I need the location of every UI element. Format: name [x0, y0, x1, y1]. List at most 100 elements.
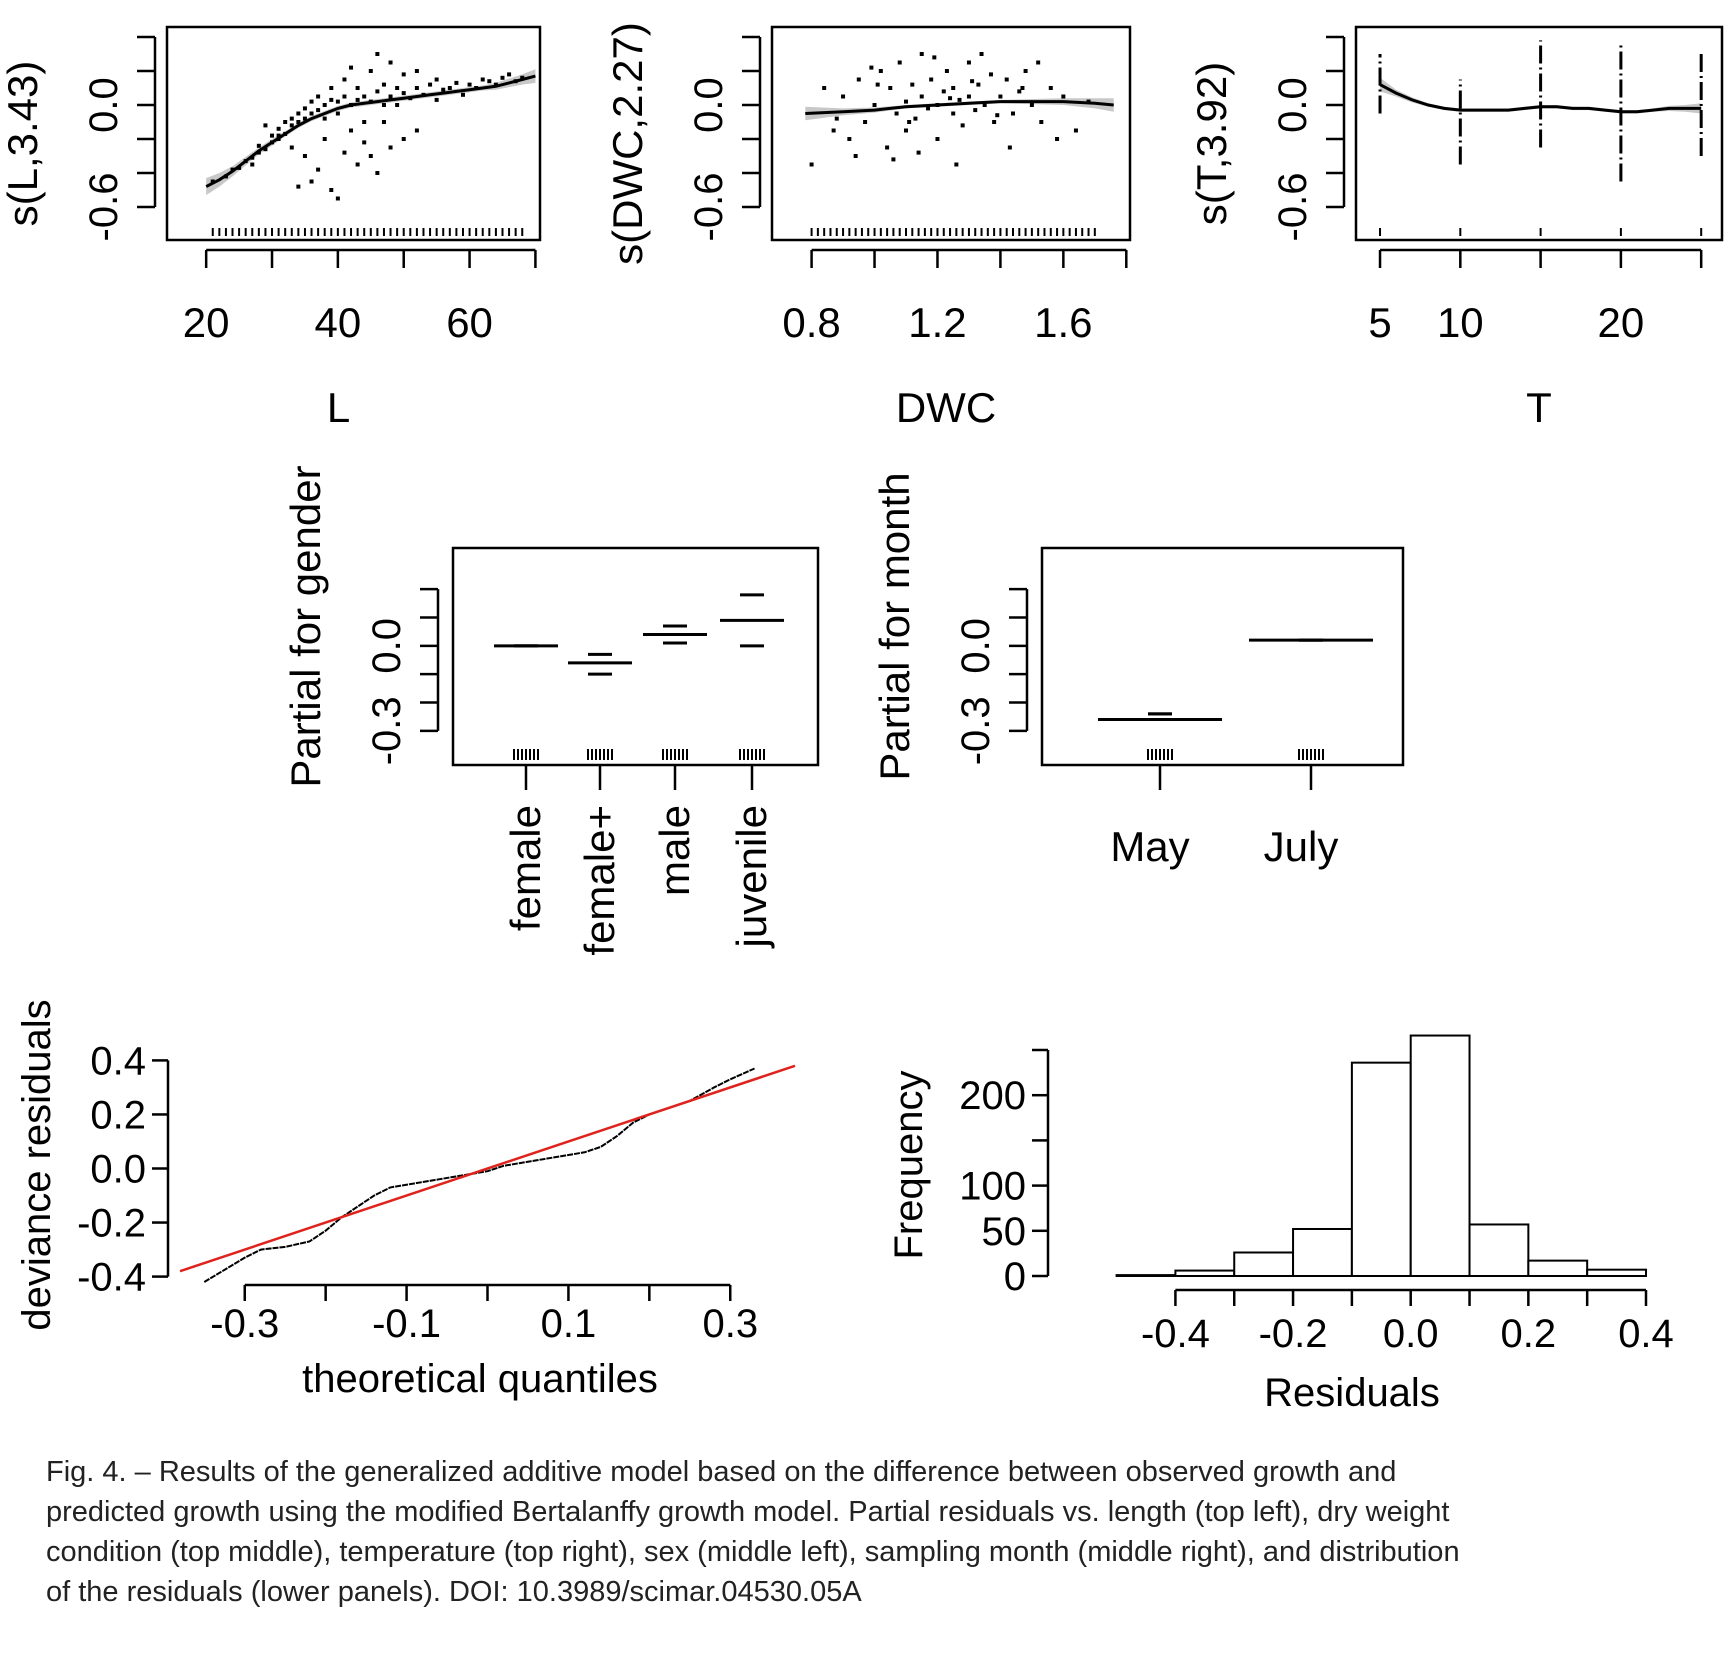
y-tick-label: 0.2: [90, 1093, 146, 1137]
residual-point: [401, 137, 406, 141]
x-axis-label: T: [1526, 384, 1552, 431]
residual-point: [487, 79, 492, 84]
x-tick-label: -0.4: [1141, 1312, 1210, 1356]
residual-point: [401, 91, 406, 96]
residual-point: [362, 94, 367, 99]
residual-point: [263, 123, 268, 128]
residual-point: [493, 82, 498, 87]
residual-point: [355, 97, 360, 102]
y-tick-label: 0: [1004, 1255, 1026, 1299]
residual-point: [869, 65, 874, 70]
residual-point: [957, 97, 962, 102]
residual-point: [847, 137, 852, 141]
residual-point: [349, 65, 354, 70]
y-tick-label: -0.4: [77, 1256, 146, 1300]
residual-point: [329, 188, 334, 192]
y-tick-label: 0.0: [1271, 77, 1315, 133]
residual-point: [316, 94, 321, 99]
residual-point: [913, 116, 918, 121]
y-tick-label: -0.6: [82, 173, 126, 242]
residual-point: [853, 154, 858, 158]
category-label: female+: [576, 805, 623, 956]
residual-point: [381, 103, 386, 107]
residual-point: [309, 111, 314, 116]
histogram-bar: [1350, 1061, 1412, 1277]
residual-point: [995, 113, 1000, 118]
y-axis-label: s(T,3.92): [1188, 62, 1235, 225]
residual-point: [322, 103, 327, 107]
residual-point: [355, 86, 360, 90]
residual-point: [342, 150, 347, 155]
panel-DWC: 0.8 1.2 1.6 DWC -0.6 0.0 s(DWC,2.27): [604, 22, 1132, 431]
x-tick-label: 0.3: [702, 1302, 758, 1346]
x-tick-label: 0.1: [541, 1302, 597, 1346]
y-tick-label: 0.0: [365, 618, 409, 674]
residual-point: [414, 128, 419, 133]
residual-point: [434, 97, 439, 102]
category-label: female: [502, 805, 549, 931]
panel-gender: female female+ male juvenile -0.3 0.0 Partial …: [282, 465, 820, 956]
residual-point: [296, 111, 301, 116]
figure: 20 40 60L-0.60.0s(L,3.43)0.8 1.2 1.6DWC-0.60…: [0, 22, 1724, 1415]
residual-point: [919, 94, 924, 99]
residual-point: [250, 162, 255, 167]
residual-point: [988, 72, 993, 77]
caption-line-4: of the residuals (lower panels). DOI: 10…: [46, 1576, 862, 1608]
x-tick-label: -0.2: [1259, 1312, 1328, 1356]
panel-month: May July -0.3 0.0 Partial for month: [871, 472, 1405, 870]
residual-point: [342, 77, 347, 82]
residual-point: [919, 52, 924, 56]
residual-point: [863, 120, 868, 124]
residual-point: [1036, 60, 1041, 65]
x-tick-label: 0.2: [1501, 1312, 1557, 1356]
residual-point: [256, 143, 261, 148]
y-tick-label: 0.0: [954, 618, 998, 674]
residual-point: [992, 120, 997, 124]
residual-point: [480, 77, 485, 82]
residual-point: [368, 69, 373, 73]
residual-point: [954, 162, 959, 167]
x-tick-label: 40: [315, 299, 362, 346]
plot-frame: [451, 546, 820, 767]
residual-point: [831, 128, 836, 133]
residual-point: [388, 60, 393, 65]
y-tick-label: -0.6: [1271, 173, 1315, 242]
residual-point: [916, 150, 921, 155]
residual-point: [210, 179, 215, 184]
plot-frame: [1040, 546, 1405, 767]
residual-point: [362, 120, 367, 124]
residual-point: [904, 128, 908, 133]
residual-point: [296, 120, 301, 124]
residual-point: [375, 52, 380, 56]
residual-point: [381, 82, 386, 87]
y-tick-label: 0.0: [687, 77, 731, 133]
confidence-band: [206, 69, 536, 196]
residual-point: [507, 72, 512, 77]
residual-point: [395, 86, 400, 90]
residual-point: [302, 106, 307, 111]
residual-point: [500, 75, 505, 80]
residual-point: [1048, 86, 1053, 90]
residual-point: [875, 82, 880, 87]
y-axis-label: deviance residuals: [15, 999, 59, 1330]
residual-point: [316, 167, 321, 172]
histogram-bar: [1468, 1223, 1530, 1278]
x-tick-label: 60: [446, 299, 493, 346]
histogram-bar: [1409, 1034, 1471, 1278]
residual-point: [960, 123, 965, 128]
residual-point: [368, 154, 373, 158]
y-axis-label: Frequency: [887, 1071, 931, 1260]
plot-frame: [165, 25, 542, 242]
x-axis-label: L: [327, 384, 350, 431]
residual-point: [322, 116, 327, 121]
residual-point: [460, 92, 465, 97]
smooth-line: [805, 100, 1114, 115]
residual-point: [966, 94, 971, 99]
reference-line: [179, 1064, 796, 1273]
residual-point: [872, 103, 877, 107]
caption-line-2: predicted growth using the modified Bert…: [46, 1496, 1450, 1528]
residual-point: [447, 86, 452, 90]
residual-point: [362, 140, 367, 145]
residual-point: [283, 120, 288, 124]
residual-point: [951, 111, 956, 116]
